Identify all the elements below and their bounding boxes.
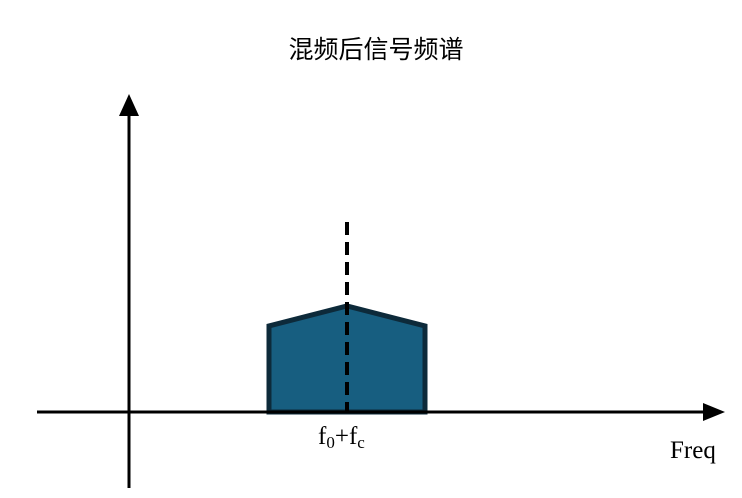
y-axis-arrow-icon <box>119 94 139 116</box>
spectrum-band <box>266 303 428 415</box>
center-frequency-label: f0+fc <box>318 423 365 452</box>
x-axis-arrow-icon <box>703 403 725 421</box>
x-axis-label: Freq <box>670 437 716 464</box>
diagram-title: 混频后信号频谱 <box>288 35 463 64</box>
